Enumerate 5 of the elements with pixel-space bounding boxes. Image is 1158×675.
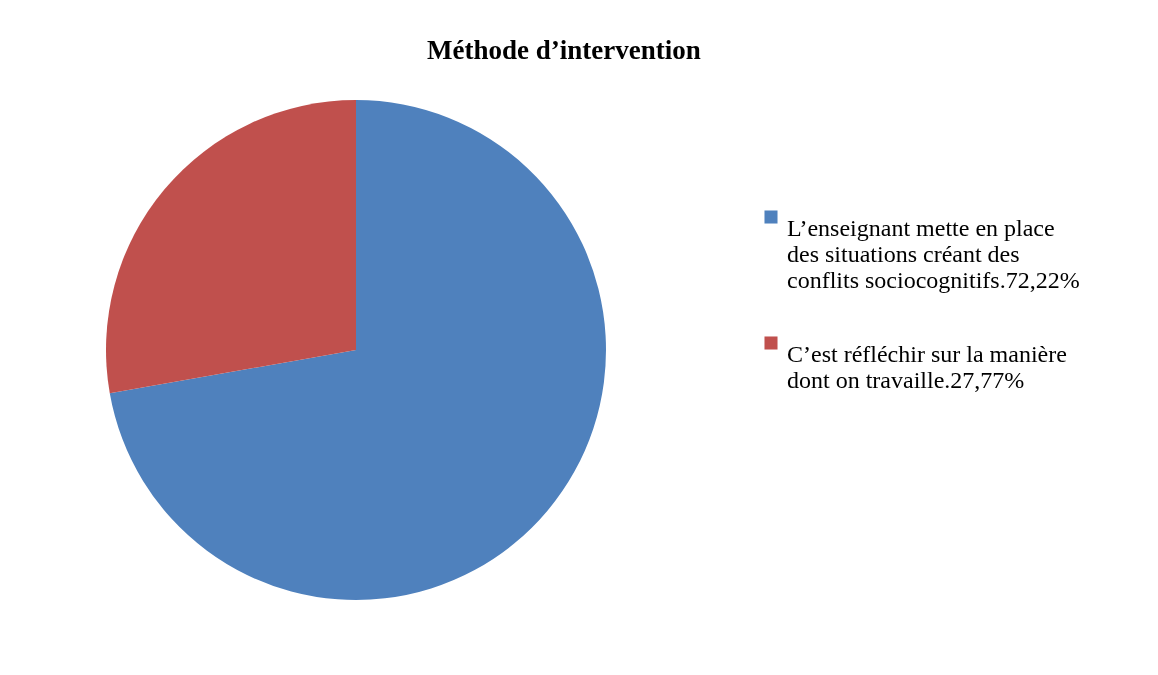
chart-title: Méthode d’intervention — [427, 35, 701, 65]
legend-label: L’enseignant mette en place des situations créant des conflits sociocognitifs.72,22% — [787, 215, 1080, 293]
legend-label: C’est réfléchir sur la manière dont on travaille.27,77% — [787, 341, 1067, 393]
pie-slice — [106, 100, 356, 394]
pie-slice — [109, 100, 606, 600]
